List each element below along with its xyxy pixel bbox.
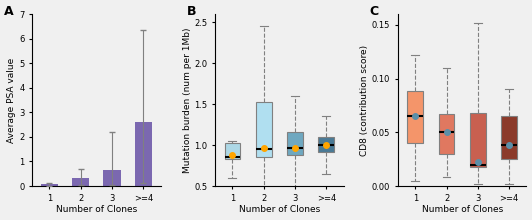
X-axis label: Number of Clones: Number of Clones — [239, 205, 320, 214]
Bar — [104, 170, 121, 186]
PathPatch shape — [470, 113, 486, 167]
Y-axis label: CD8 (contribution score): CD8 (contribution score) — [360, 44, 369, 156]
PathPatch shape — [408, 92, 423, 143]
PathPatch shape — [501, 116, 517, 159]
Bar — [72, 178, 89, 186]
Text: C: C — [370, 6, 379, 18]
Text: A: A — [4, 6, 14, 18]
Text: B: B — [187, 6, 196, 18]
Y-axis label: Mutation burden (num per 1Mb): Mutation burden (num per 1Mb) — [182, 27, 192, 173]
Y-axis label: Average PSA value: Average PSA value — [7, 57, 16, 143]
Bar — [135, 122, 152, 186]
X-axis label: Number of Clones: Number of Clones — [421, 205, 503, 214]
Bar — [41, 184, 58, 186]
PathPatch shape — [439, 114, 454, 154]
PathPatch shape — [256, 103, 271, 157]
PathPatch shape — [225, 143, 240, 159]
X-axis label: Number of Clones: Number of Clones — [56, 205, 137, 214]
PathPatch shape — [287, 132, 303, 155]
PathPatch shape — [319, 137, 334, 152]
